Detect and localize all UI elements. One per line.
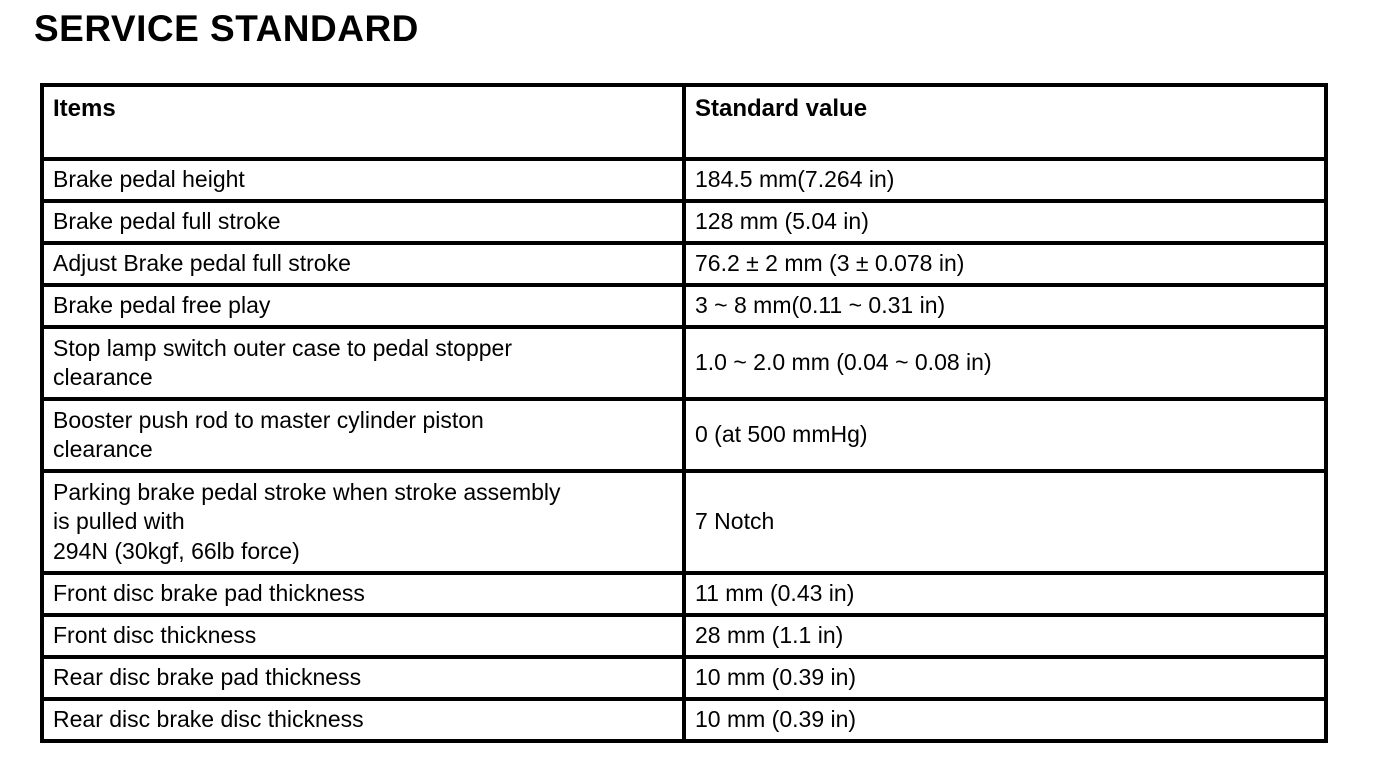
page-title: SERVICE STANDARD xyxy=(34,8,419,49)
item-cell: Adjust Brake pedal full stroke xyxy=(40,241,686,287)
table-row: Front disc brake pad thickness 11 mm (0.… xyxy=(40,571,1328,617)
item-cell: Brake pedal height xyxy=(40,157,686,203)
item-cell: Front disc brake pad thickness xyxy=(40,571,686,617)
column-header-items: Items xyxy=(40,83,686,161)
value-cell: 7 Notch xyxy=(682,469,1328,575)
service-standard-table: Items Standard value Brake pedal height … xyxy=(40,83,1328,743)
table-row: Brake pedal height 184.5 mm(7.264 in) xyxy=(40,157,1328,203)
value-cell: 0 (at 500 mmHg) xyxy=(682,397,1328,473)
table-row: Parking brake pedal stroke when stroke a… xyxy=(40,469,1328,575)
table-row: Brake pedal free play 3 ~ 8 mm(0.11 ~ 0.… xyxy=(40,283,1328,329)
table-row: Stop lamp switch outer case to pedal sto… xyxy=(40,325,1328,401)
item-cell: Stop lamp switch outer case to pedal sto… xyxy=(40,325,686,401)
table-row: Brake pedal full stroke 128 mm (5.04 in) xyxy=(40,199,1328,245)
item-cell: Rear disc brake pad thickness xyxy=(40,655,686,701)
table-row: Booster push rod to master cylinder pist… xyxy=(40,397,1328,473)
table-row: Rear disc brake pad thickness 10 mm (0.3… xyxy=(40,655,1328,701)
table-row: Adjust Brake pedal full stroke 76.2 ± 2 … xyxy=(40,241,1328,287)
value-cell: 10 mm (0.39 in) xyxy=(682,655,1328,701)
table-header-row: Items Standard value xyxy=(40,83,1328,161)
item-cell: Booster push rod to master cylinder pist… xyxy=(40,397,686,473)
column-header-standard-value: Standard value xyxy=(682,83,1328,161)
item-cell: Rear disc brake disc thickness xyxy=(40,697,686,743)
value-cell: 3 ~ 8 mm(0.11 ~ 0.31 in) xyxy=(682,283,1328,329)
value-cell: 76.2 ± 2 mm (3 ± 0.078 in) xyxy=(682,241,1328,287)
item-cell: Front disc thickness xyxy=(40,613,686,659)
table-row: Rear disc brake disc thickness 10 mm (0.… xyxy=(40,697,1328,743)
value-cell: 184.5 mm(7.264 in) xyxy=(682,157,1328,203)
value-cell: 28 mm (1.1 in) xyxy=(682,613,1328,659)
table-row: Front disc thickness 28 mm (1.1 in) xyxy=(40,613,1328,659)
value-cell: 11 mm (0.43 in) xyxy=(682,571,1328,617)
value-cell: 128 mm (5.04 in) xyxy=(682,199,1328,245)
item-cell: Parking brake pedal stroke when stroke a… xyxy=(40,469,686,575)
value-cell: 10 mm (0.39 in) xyxy=(682,697,1328,743)
item-cell: Brake pedal full stroke xyxy=(40,199,686,245)
item-cell: Brake pedal free play xyxy=(40,283,686,329)
value-cell: 1.0 ~ 2.0 mm (0.04 ~ 0.08 in) xyxy=(682,325,1328,401)
